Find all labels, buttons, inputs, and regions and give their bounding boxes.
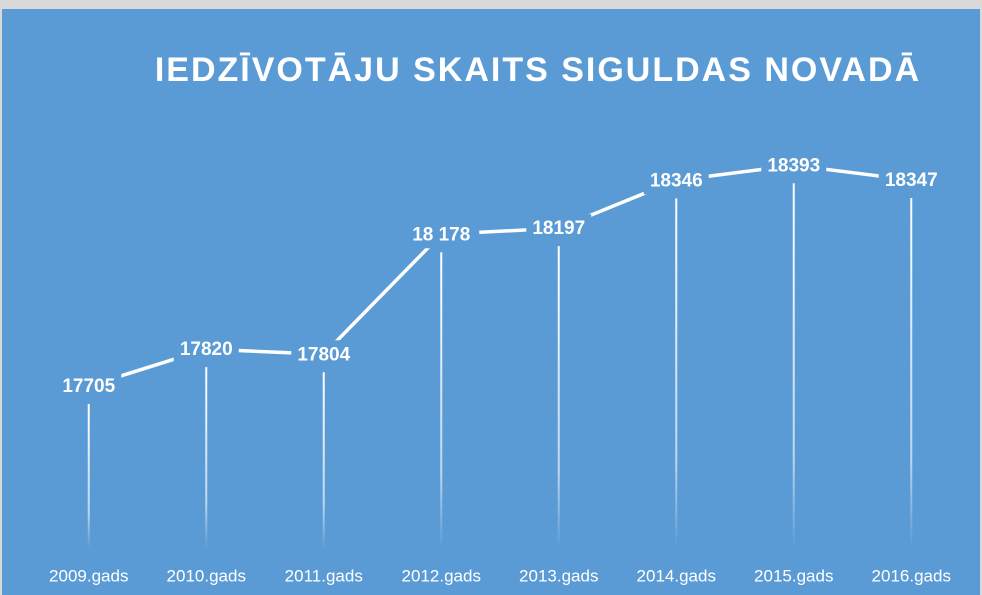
x-tick-label: 2012.gads xyxy=(402,566,481,585)
data-label: 17820 xyxy=(180,339,233,360)
chart-area xyxy=(2,9,980,595)
drop-line xyxy=(675,198,678,548)
label-bg xyxy=(878,166,944,195)
x-tick-label: 2015.gads xyxy=(754,566,833,585)
x-tick-label: 2009.gads xyxy=(49,566,128,585)
label-bg xyxy=(56,372,122,401)
drop-line xyxy=(440,252,443,548)
data-label: 18347 xyxy=(885,170,938,191)
data-label: 17804 xyxy=(297,344,350,365)
label-bg xyxy=(291,340,357,369)
data-label: 18393 xyxy=(767,155,820,176)
label-bg xyxy=(526,214,592,243)
label-bg xyxy=(761,151,827,180)
data-label: 18346 xyxy=(650,170,703,191)
drop-line xyxy=(87,404,90,548)
x-tick-label: 2011.gads xyxy=(285,566,363,585)
drop-line xyxy=(910,198,913,548)
x-tick-label: 2013.gads xyxy=(519,566,598,585)
chart-title: IEDZĪVOTĀJU SKAITS SIGULDAS NOVADĀ xyxy=(155,51,921,89)
drop-line xyxy=(557,246,560,549)
label-bg xyxy=(403,220,480,249)
data-label: 18197 xyxy=(532,218,585,239)
label-bg xyxy=(173,335,239,364)
data-label: 18 178 xyxy=(412,224,470,245)
drop-line xyxy=(205,367,208,548)
x-tick-label: 2014.gads xyxy=(637,566,716,585)
drop-line xyxy=(322,372,325,548)
x-tick-label: 2010.gads xyxy=(167,566,246,585)
label-bg xyxy=(643,166,709,195)
drop-line xyxy=(792,183,795,548)
data-label: 17705 xyxy=(62,376,115,397)
x-tick-label: 2016.gads xyxy=(872,566,951,585)
